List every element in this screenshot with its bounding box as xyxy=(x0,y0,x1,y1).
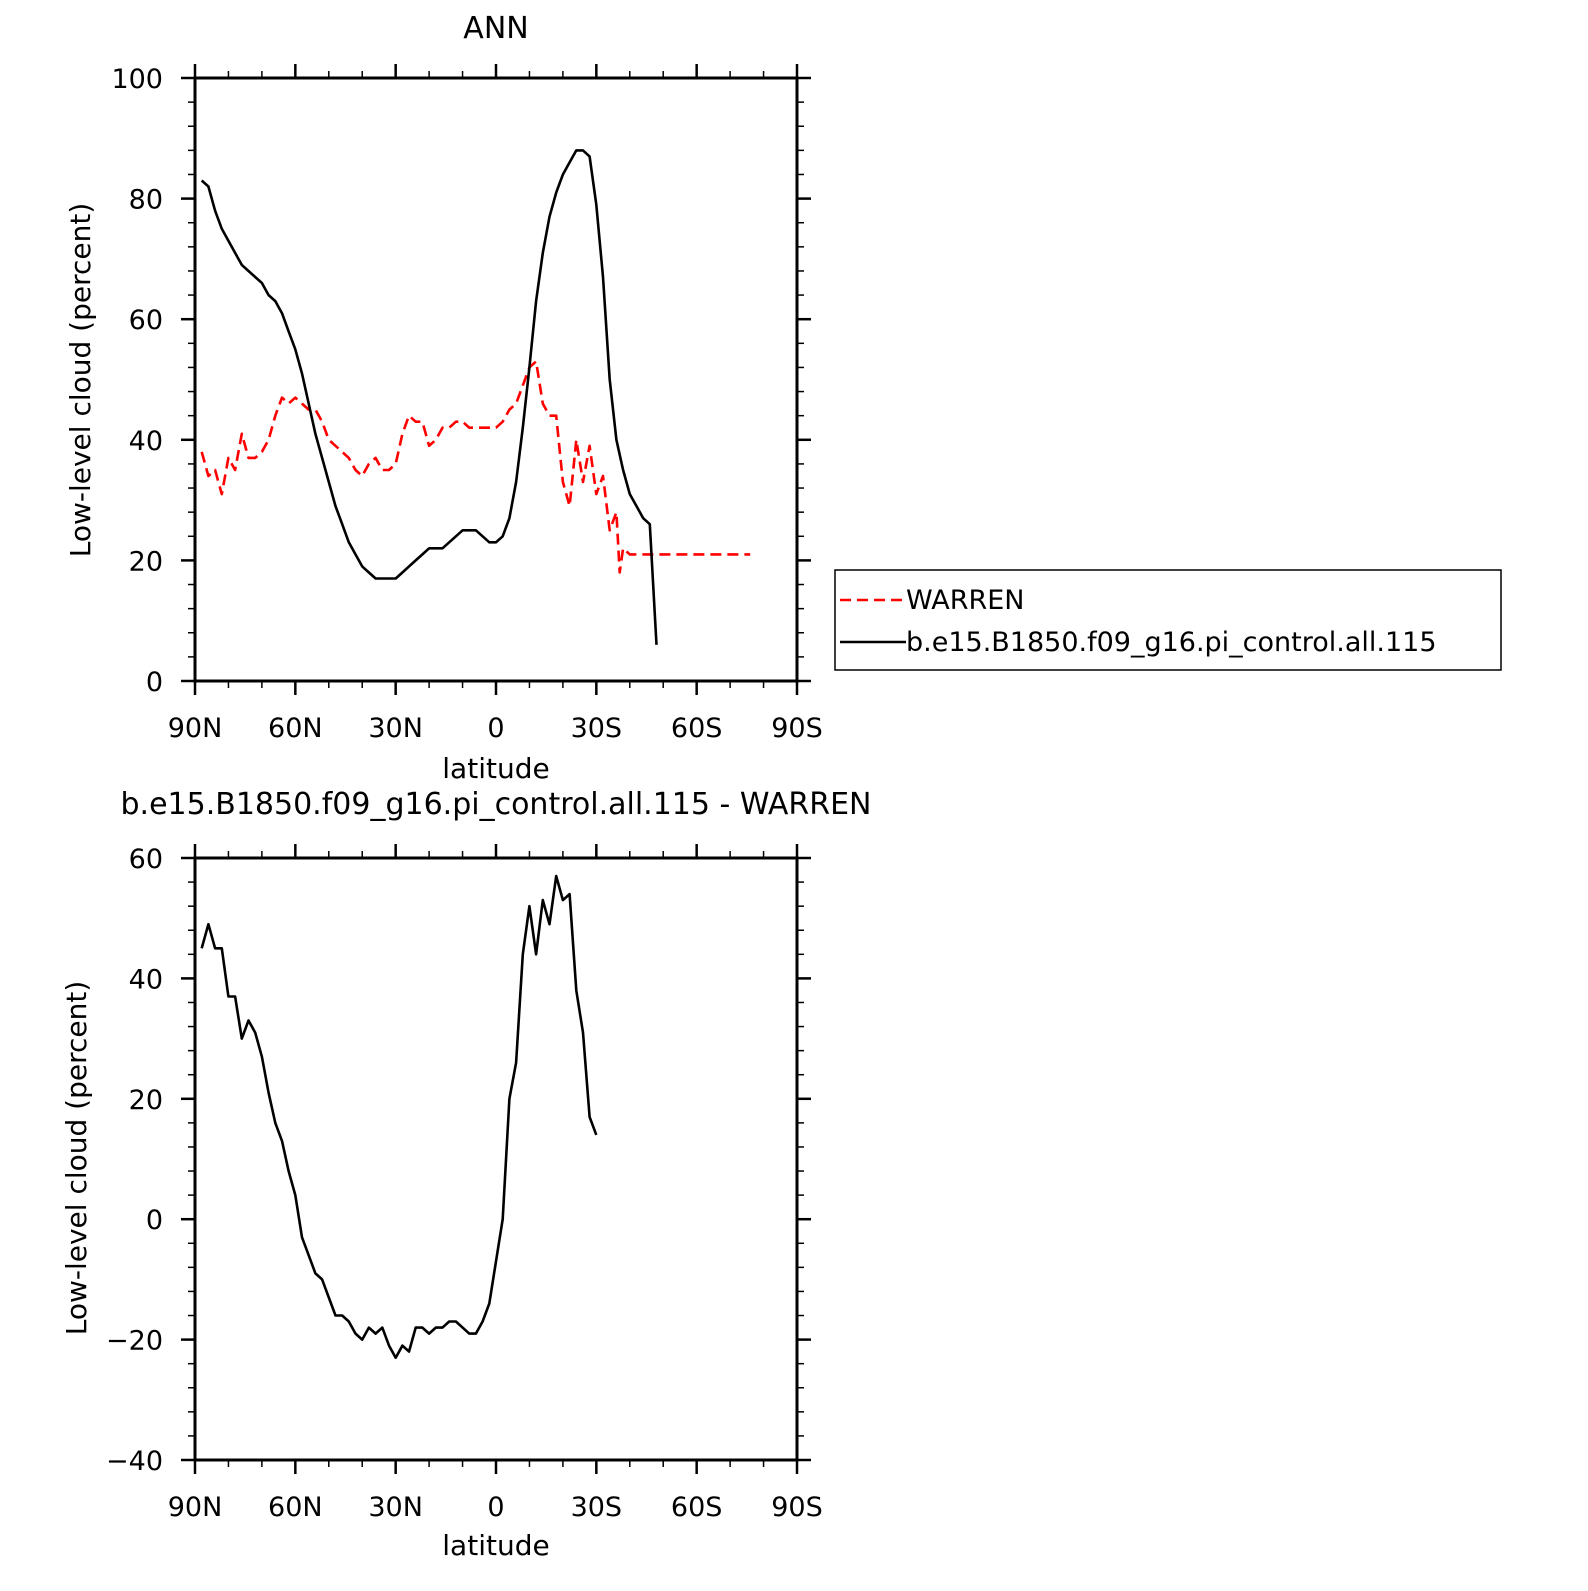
top-plot-series xyxy=(200,149,751,645)
top-chart-title: ANN xyxy=(463,11,528,46)
top-y-tick-label: 80 xyxy=(129,185,163,216)
legend-label-model: b.e15.B1850.f09_g16.pi_control.all.115 xyxy=(906,627,1437,658)
bottom-plot-frame xyxy=(193,856,799,1462)
top-y-tick-label: 40 xyxy=(129,426,163,457)
top-y-axis-label: Low-level cloud (percent) xyxy=(64,203,97,558)
bottom-plot-series xyxy=(200,874,598,1359)
bottom-x-axis-label: latitude xyxy=(442,1529,549,1562)
top-x-tick-label: 60N xyxy=(268,713,323,744)
bottom-panel: b.e15.B1850.f09_g16.pi_control.all.115 -… xyxy=(60,787,871,1562)
legend-label-warren: WARREN xyxy=(906,585,1024,616)
legend: WARREN b.e15.B1850.f09_g16.pi_control.al… xyxy=(834,569,1502,671)
top-plot-frame xyxy=(193,76,799,683)
top-panel: ANN Low-level cloud (percent) latitude 0… xyxy=(64,11,823,785)
bottom-x-tick-label: 30N xyxy=(368,1492,423,1523)
top-y-tick-label: 0 xyxy=(146,667,163,698)
bottom-series-line-0 xyxy=(200,874,598,1359)
top-x-tick-label: 90N xyxy=(168,713,223,744)
top-series-line-1 xyxy=(200,149,658,645)
bottom-chart-title: b.e15.B1850.f09_g16.pi_control.all.115 -… xyxy=(121,787,872,822)
top-x-tick-label: 30S xyxy=(571,713,623,744)
top-x-axis-label: latitude xyxy=(442,752,549,785)
bottom-x-tick-label: 60N xyxy=(268,1492,323,1523)
bottom-x-tick-label: 90N xyxy=(168,1492,223,1523)
top-x-tick-label: 60S xyxy=(671,713,723,744)
bottom-y-tick-label: 60 xyxy=(129,844,163,875)
bottom-x-tick-label: 60S xyxy=(671,1492,723,1523)
legend-box xyxy=(834,569,1502,671)
bottom-y-tick-label: 0 xyxy=(146,1205,163,1236)
top-y-tick-label: 60 xyxy=(129,305,163,336)
top-axis-ticks: 0 20 40 60 80 100 90N 60N 30N 0 30S 60S 90S xyxy=(111,64,823,744)
top-series-line-0 xyxy=(200,360,751,574)
bottom-y-tick-label: 40 xyxy=(129,964,163,995)
bottom-y-tick-label: −20 xyxy=(106,1326,163,1357)
bottom-y-axis-label: Low-level cloud (percent) xyxy=(60,981,93,1336)
top-x-tick-label: 30N xyxy=(368,713,423,744)
top-y-tick-label: 20 xyxy=(129,546,163,577)
bottom-y-tick-label: −40 xyxy=(106,1446,163,1477)
top-x-tick-label: 90S xyxy=(771,713,823,744)
top-x-tick-label: 0 xyxy=(487,713,504,744)
bottom-x-tick-label: 30S xyxy=(571,1492,623,1523)
bottom-x-tick-label: 0 xyxy=(487,1492,504,1523)
bottom-x-tick-label: 90S xyxy=(771,1492,823,1523)
top-y-tick-label: 100 xyxy=(111,64,163,95)
bottom-y-tick-label: 20 xyxy=(129,1085,163,1116)
